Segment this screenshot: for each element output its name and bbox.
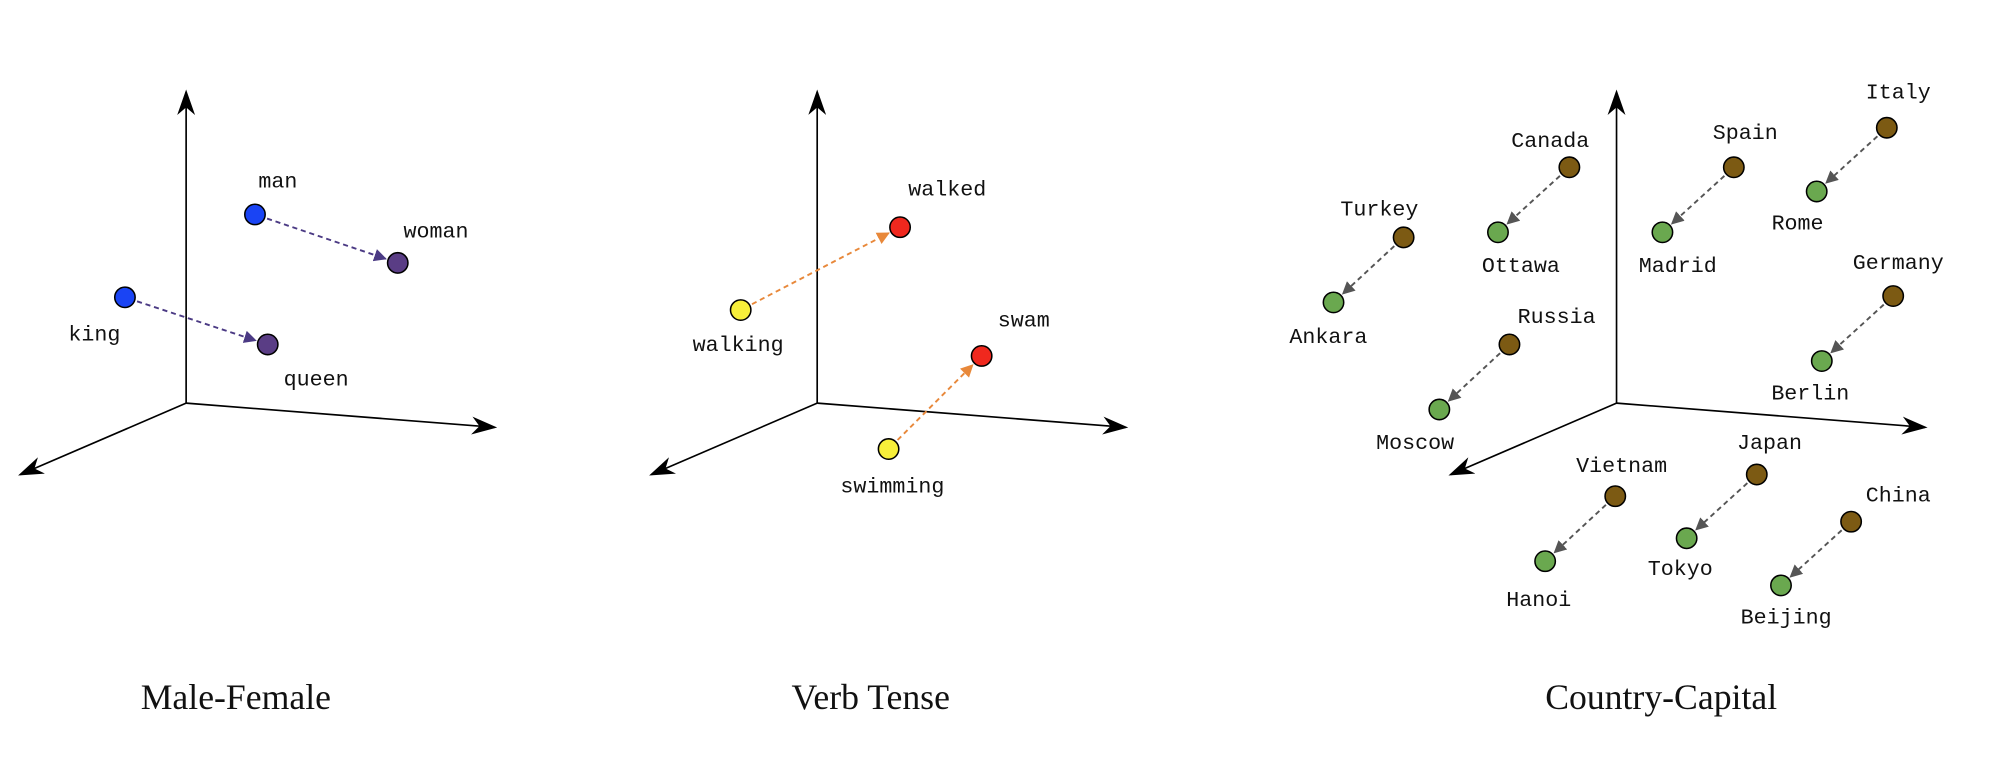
offset-arrow-japan-to-tokyo (1695, 482, 1748, 531)
point-spain (1722, 156, 1745, 179)
label-ottawa: Ottawa (1482, 254, 1560, 279)
label-hanoi: Hanoi (1506, 588, 1571, 613)
label-swimming: swimming (840, 474, 944, 499)
offset-arrow-canada-to-ottawa (1506, 175, 1561, 225)
panel-title-verb-tense: Verb Tense (792, 677, 950, 717)
x-axis-arrow (1616, 402, 1928, 435)
point-china (1840, 510, 1863, 533)
label-turkey: Turkey (1340, 198, 1418, 223)
label-vietnam: Vietnam (1576, 454, 1667, 479)
point-canada (1558, 156, 1581, 179)
point-swam (970, 344, 993, 367)
label-spain: Spain (1713, 121, 1778, 146)
point-ankara (1322, 291, 1345, 314)
label-japan: Japan (1737, 431, 1802, 456)
point-king (113, 286, 136, 309)
label-moscow: Moscow (1376, 431, 1454, 456)
offset-arrow-walking-to-walked (751, 232, 890, 306)
point-vietnam (1604, 485, 1627, 508)
label-china: China (1866, 483, 1931, 508)
label-swam: swam (998, 309, 1050, 334)
label-germany: Germany (1853, 251, 1944, 276)
label-madrid: Madrid (1639, 254, 1717, 279)
point-walking (729, 299, 752, 322)
offset-arrow-italy-to-rome (1825, 135, 1879, 184)
point-queen (256, 333, 279, 356)
point-moscow (1428, 398, 1451, 421)
label-ankara: Ankara (1289, 325, 1367, 350)
point-italy (1875, 116, 1898, 139)
point-rome (1805, 180, 1828, 203)
label-walked: walked (908, 177, 986, 202)
point-woman (386, 251, 409, 274)
point-swimming (877, 438, 900, 460)
offset-arrow-turkey-to-ankara (1341, 245, 1395, 295)
panel-title-male-female: Male-Female (141, 677, 331, 717)
point-turkey (1392, 226, 1415, 249)
point-tokyo (1675, 527, 1698, 550)
label-berlin: Berlin (1771, 381, 1849, 406)
label-beijing: Beijing (1741, 606, 1832, 631)
panel-title-country-capital: Country-Capital (1545, 677, 1777, 717)
point-russia (1498, 333, 1521, 356)
point-berlin (1810, 350, 1833, 373)
label-walking: walking (693, 333, 784, 358)
label-russia: Russia (1518, 305, 1596, 330)
label-italy: Italy (1866, 80, 1931, 105)
x-axis-arrow (817, 402, 1129, 435)
offset-arrow-vietnam-to-hanoi (1553, 504, 1607, 554)
z-axis-arrow (1448, 402, 1617, 476)
point-walked (889, 216, 912, 239)
offset-arrow-germany-to-berlin (1830, 303, 1885, 354)
offset-arrow-man-to-woman (266, 217, 387, 262)
label-queen: queen (284, 367, 349, 392)
z-axis-arrow (649, 402, 818, 476)
label-woman: woman (404, 219, 469, 244)
label-rome: Rome (1772, 212, 1824, 237)
offset-arrow-spain-to-madrid (1670, 175, 1726, 225)
x-axis-arrow (186, 402, 498, 435)
label-tokyo: Tokyo (1648, 557, 1713, 582)
point-germany (1882, 285, 1905, 307)
offset-arrow-china-to-beijing (1789, 529, 1843, 578)
z-axis-arrow (18, 402, 187, 476)
label-canada: Canada (1511, 129, 1589, 154)
point-man (244, 203, 266, 226)
label-king: king (68, 323, 120, 348)
offset-arrow-russia-to-moscow (1447, 352, 1501, 402)
point-ottawa (1487, 221, 1509, 244)
point-beijing (1770, 574, 1792, 597)
point-madrid (1651, 221, 1674, 244)
point-japan (1745, 463, 1768, 486)
offset-arrow-swimming-to-swam (896, 364, 974, 441)
label-man: man (258, 170, 297, 195)
point-hanoi (1534, 550, 1557, 573)
offset-arrow-king-to-queen (136, 300, 257, 343)
